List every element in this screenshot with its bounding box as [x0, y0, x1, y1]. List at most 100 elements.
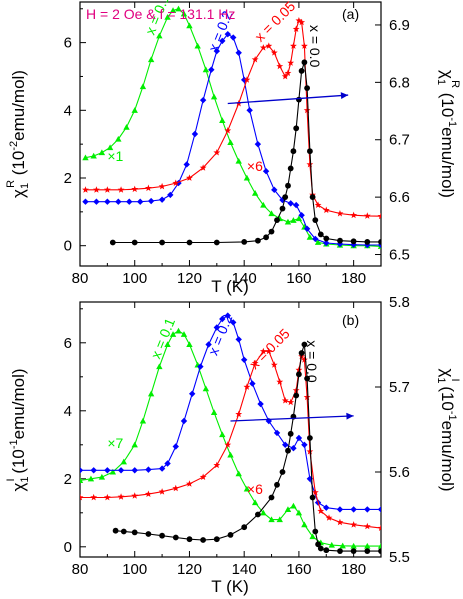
x-tick-label: 120: [177, 561, 202, 578]
data-point: [296, 96, 302, 103]
data-point: [87, 475, 95, 482]
data-point: [186, 174, 193, 181]
data-point: [164, 460, 171, 467]
x-tick-label: 140: [232, 270, 257, 287]
data-point: [109, 239, 116, 246]
data-point: [350, 548, 357, 554]
series-label: x = 0.0: [307, 25, 323, 68]
data-point: [251, 359, 259, 367]
data-point: [251, 190, 259, 196]
data-point: [293, 125, 300, 132]
data-point: [92, 186, 100, 193]
data-point: [186, 239, 193, 246]
y-axis-label-left-a: χ1R (10-2emu/mol): [5, 70, 31, 198]
data-point: [306, 160, 314, 168]
right-axis-arrow-shaft: [230, 415, 354, 422]
x-tick-label: 180: [341, 270, 366, 287]
data-point: [300, 356, 308, 363]
data-point: [285, 447, 291, 454]
data-point: [90, 467, 97, 474]
data-point: [317, 231, 324, 238]
data-point: [106, 144, 114, 151]
data-point: [131, 441, 138, 448]
data-point: [265, 42, 273, 49]
data-point: [213, 461, 221, 469]
data-point: [90, 152, 97, 159]
data-point: [295, 434, 303, 442]
data-point: [235, 157, 242, 164]
x-tick-label: 80: [72, 270, 89, 287]
plot-frame-b: [79, 301, 382, 558]
y-left-tick-label: 0: [64, 539, 72, 556]
data-point: [301, 341, 308, 348]
data-point: [290, 445, 297, 452]
data-point: [309, 194, 316, 201]
data-point: [304, 375, 310, 382]
condition-annotation: H = 2 Oe & f = 131.1 Hz: [86, 6, 235, 22]
data-point: [281, 72, 289, 80]
data-point: [131, 492, 139, 499]
data-point: [350, 521, 358, 528]
data-point: [139, 417, 147, 424]
multiplier-label: ×6: [247, 158, 263, 174]
data-point: [295, 215, 303, 222]
data-point: [265, 347, 273, 355]
data-point: [336, 209, 344, 217]
data-point: [260, 509, 267, 516]
data-point: [251, 55, 259, 63]
data-point: [210, 409, 218, 416]
data-point: [172, 443, 179, 450]
y-ticks-right-b: 5.5 5.6 5.7 5.8: [375, 294, 410, 566]
data-point: [103, 186, 111, 193]
data-point: [296, 371, 302, 378]
data-point: [159, 239, 166, 246]
data-point: [303, 106, 311, 114]
data-point: [350, 506, 357, 513]
y-left-tick-label: 4: [64, 102, 72, 119]
data-point: [282, 194, 289, 201]
series-line-x-0-05: [85, 19, 381, 217]
data-point: [377, 524, 381, 532]
series-line-x-0-2: [80, 314, 381, 510]
data-point: [213, 324, 221, 331]
data-point: [202, 66, 210, 73]
data-point: [158, 465, 166, 472]
data-point: [227, 139, 234, 146]
data-point: [287, 165, 294, 172]
data-point: [80, 467, 84, 474]
plot-frame-a: [79, 1, 382, 267]
data-point: [303, 225, 311, 232]
data-point: [273, 429, 281, 437]
data-point: [290, 502, 297, 509]
x-ticks-a: 80 100 120 140 160 180: [72, 2, 366, 287]
series-label: x = 0.05: [246, 325, 293, 372]
data-point: [186, 480, 193, 487]
data-point: [169, 7, 177, 14]
data-point: [194, 42, 201, 49]
panel-label-a: (a): [342, 6, 359, 22]
data-point: [144, 490, 152, 498]
series-line-x-0-05: [80, 350, 381, 529]
y-left-tick-label: 6: [64, 35, 72, 52]
data-point: [90, 493, 98, 501]
data-point: [270, 49, 278, 56]
data-point: [186, 341, 193, 348]
data-point: [325, 514, 333, 521]
data-point: [312, 235, 319, 243]
series-a: [82, 5, 381, 249]
x-tick-label: 100: [122, 561, 147, 578]
data-point: [199, 164, 207, 171]
y-axis-label-right-a: χ1 R (10-1emu/mol): [435, 70, 461, 198]
data-point: [98, 149, 106, 156]
data-point: [268, 210, 275, 217]
data-point: [98, 473, 106, 480]
multiplier-label: ×6: [247, 481, 263, 497]
data-point: [268, 494, 275, 501]
data-point: [378, 239, 381, 245]
data-point: [257, 400, 264, 408]
data-point: [314, 201, 322, 208]
data-point: [287, 398, 295, 406]
data-point: [224, 312, 231, 319]
data-point: [323, 504, 330, 511]
data-point: [276, 516, 283, 523]
